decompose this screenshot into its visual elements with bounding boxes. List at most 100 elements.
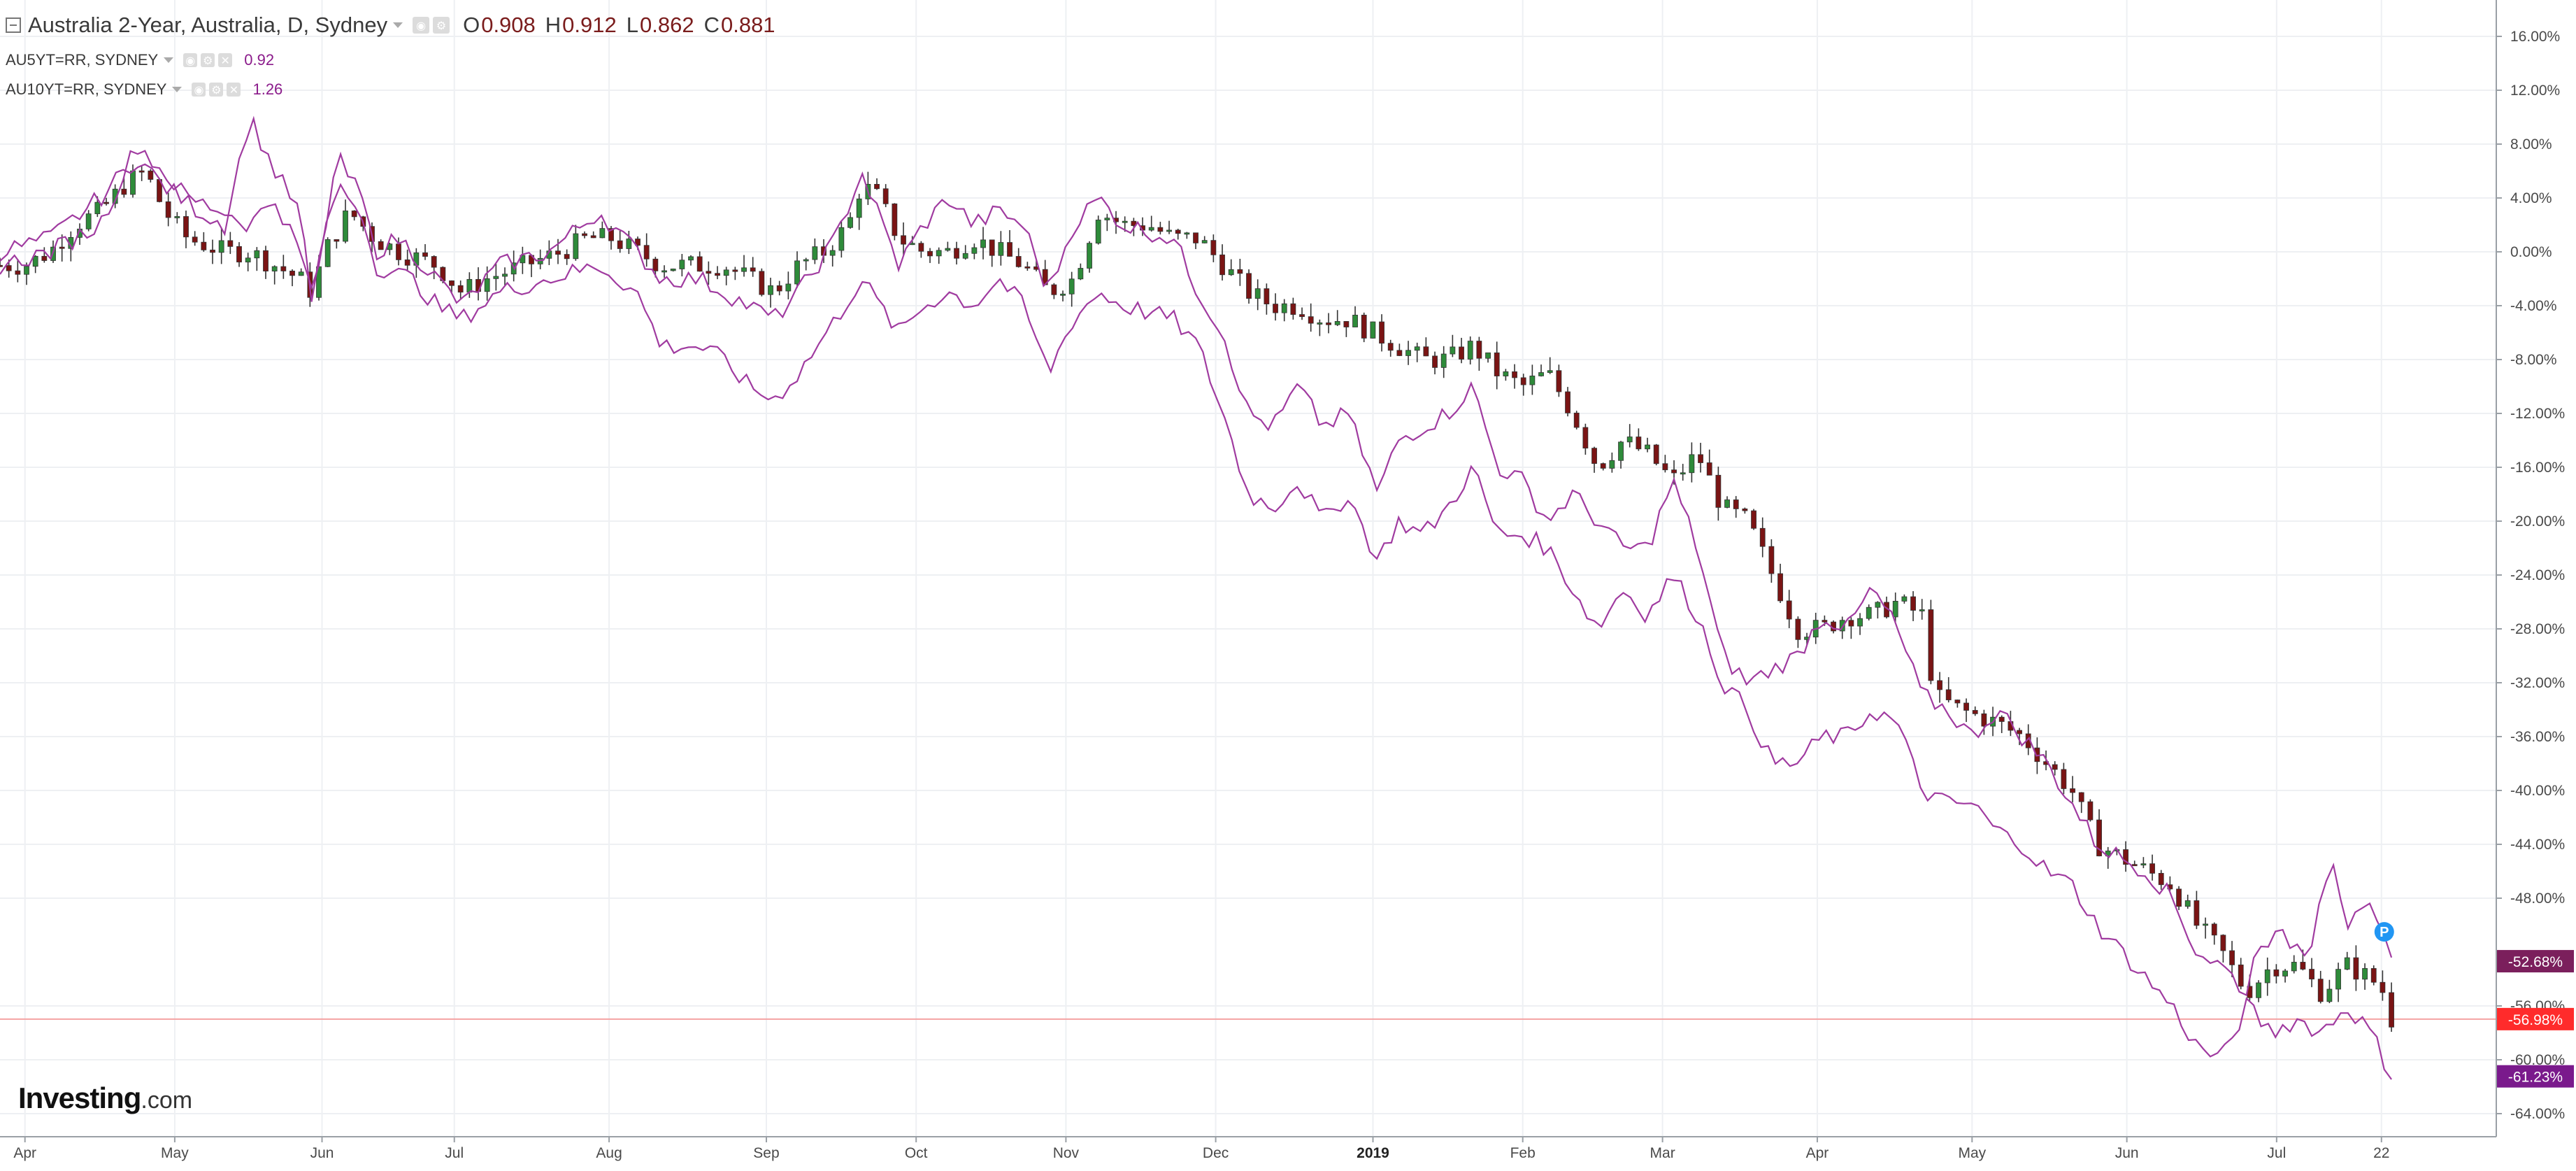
candle-up (245, 257, 251, 263)
candle-down (750, 267, 756, 272)
close-icon[interactable]: ✕ (227, 83, 241, 97)
candle-down (2158, 872, 2164, 886)
candle-up (741, 267, 747, 272)
au5yt-label: AU5YT=RR, SYDNEY (6, 51, 159, 69)
candle-up (271, 266, 278, 271)
candle-up (484, 278, 490, 292)
candle-down (1963, 702, 1969, 711)
candle-up (679, 260, 685, 269)
y-tick-label: -40.00% (2510, 783, 2565, 799)
x-tick-label: Sep (753, 1145, 779, 1161)
candle-up (856, 198, 862, 218)
grid (0, 0, 2496, 1137)
candle-up (1485, 352, 1491, 359)
y-tick-label: -60.00% (2510, 1052, 2565, 1068)
candle-down (882, 188, 889, 204)
gear-icon[interactable]: ⚙ (201, 53, 215, 67)
gear-icon[interactable]: ⚙ (433, 17, 450, 34)
candle-up (661, 270, 667, 273)
x-tick-label: Oct (905, 1145, 928, 1161)
legend-au10yt: AU10YT=RR, SYDNEY ◉ ⚙ ✕ 1.26 (6, 80, 282, 99)
candle-down (555, 250, 561, 255)
candle-up (626, 239, 632, 249)
last-value-tag (2497, 950, 2574, 973)
candle-up (688, 256, 694, 261)
candle-down (41, 255, 48, 261)
last-value-tag (2497, 1007, 2574, 1030)
candle-up (218, 240, 224, 253)
candle-down (457, 285, 464, 293)
y-tick-label: 0.00% (2510, 244, 2552, 260)
candle-up (1892, 601, 1898, 618)
candle-up (1919, 609, 1925, 611)
candle-up (2282, 970, 2288, 977)
eye-icon[interactable]: ◉ (183, 53, 198, 67)
candle-down (635, 239, 641, 246)
candle-down (715, 273, 720, 276)
eye-icon[interactable]: ◉ (413, 17, 430, 34)
candle-up (1166, 229, 1172, 232)
marker-label: P (2380, 925, 2389, 940)
au10yt-label: AU10YT=RR, SYDNEY (6, 80, 167, 98)
candle-up (670, 269, 676, 271)
candle-down (0, 264, 3, 267)
candle-up (971, 247, 978, 254)
candle-down (1299, 314, 1305, 318)
candle-down (706, 271, 712, 274)
candle-down (289, 271, 295, 276)
candle-down (1015, 256, 1022, 267)
chevron-down-icon[interactable] (164, 57, 174, 63)
chevron-down-icon[interactable] (393, 22, 403, 28)
candle-down (1175, 229, 1181, 234)
candle-down (652, 258, 659, 271)
candle-down (2131, 864, 2138, 867)
candle-down (874, 184, 880, 190)
last-value-tag-label: -52.68% (2508, 954, 2563, 970)
candle-down (2078, 792, 2084, 802)
series-group (0, 115, 2496, 1080)
x-tick-label: Dec (1203, 1145, 1229, 1161)
candle-down (1733, 499, 1739, 509)
candle-up (2140, 863, 2147, 866)
brand-suffix: .com (141, 1087, 193, 1114)
x-tick-label: May (1958, 1145, 1986, 1161)
chevron-down-icon[interactable] (172, 87, 183, 92)
candle-down (404, 259, 410, 266)
candle-down (1007, 242, 1012, 257)
candle-down (1706, 462, 1712, 476)
candle-down (280, 266, 287, 271)
candle-down (2389, 992, 2394, 1028)
candle-down (6, 265, 12, 271)
candle-down (1600, 463, 1606, 469)
candle-up (1450, 346, 1456, 355)
candle-up (829, 250, 836, 256)
candle-up (174, 216, 180, 218)
y-tick-label: -32.00% (2510, 675, 2565, 691)
collapse-legend-button[interactable] (6, 17, 21, 33)
open-key: O (463, 13, 480, 37)
candle-down (2353, 957, 2359, 980)
au5yt-value: 0.92 (244, 51, 275, 69)
candle-up (1317, 322, 1323, 325)
y-tick-label: -12.00% (2510, 406, 2565, 422)
candle-down (1396, 350, 1403, 356)
candle-down (1636, 437, 1642, 450)
y-tick-label: -36.00% (2510, 729, 2565, 745)
candle-down (1246, 273, 1252, 299)
close-icon[interactable]: ✕ (218, 53, 233, 67)
candle-up (1352, 315, 1358, 327)
candle-up (2326, 988, 2333, 1002)
candle-down (1822, 620, 1828, 623)
compare-line-au5yt-rr (0, 115, 2393, 997)
x-tick-label: Apr (1806, 1145, 1829, 1161)
y-tick-label: -4.00% (2510, 298, 2557, 314)
y-tick-label: -16.00% (2510, 460, 2565, 476)
candle-up (936, 250, 942, 257)
candle-up (573, 233, 579, 260)
last-value-tag (2497, 1065, 2574, 1088)
eye-icon[interactable]: ◉ (192, 83, 206, 97)
close-key: C (703, 13, 720, 37)
gear-icon[interactable]: ⚙ (209, 83, 224, 97)
